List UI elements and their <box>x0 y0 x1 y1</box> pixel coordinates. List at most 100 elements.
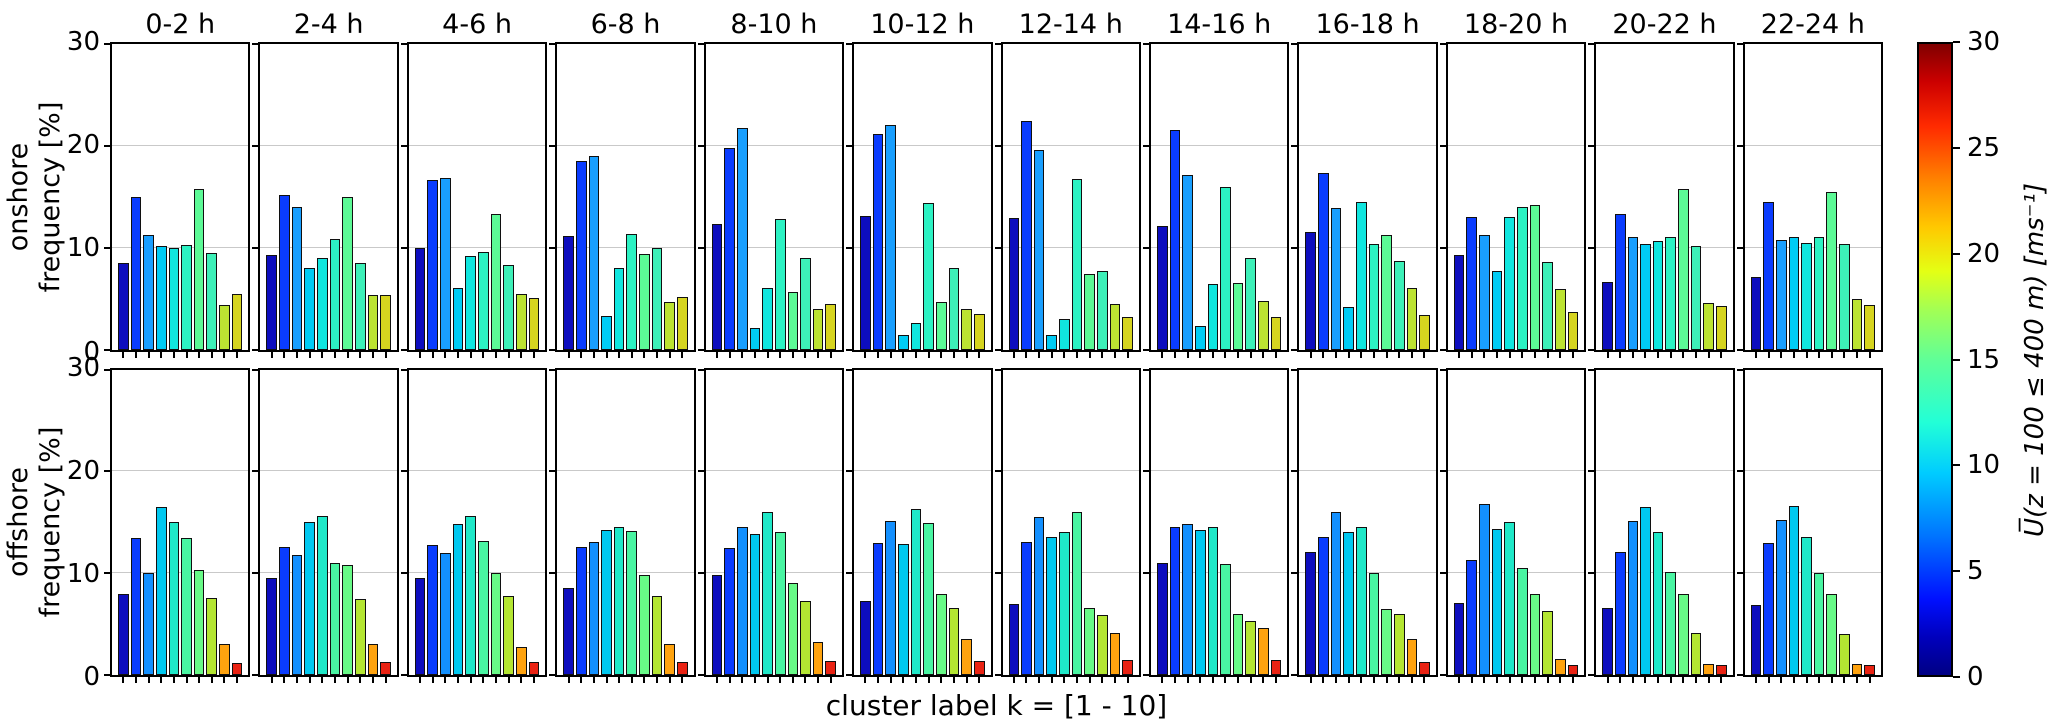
subplot-onshore-6-8h <box>549 42 696 358</box>
bar-k10 <box>380 661 391 675</box>
gridline <box>1744 246 1882 248</box>
ylabel-text: onshore frequency [%] <box>3 37 66 357</box>
gridline <box>1596 572 1733 574</box>
y-tick-label: 10 <box>66 233 100 264</box>
x-tick <box>664 677 675 684</box>
x-tick-mark <box>1360 677 1363 683</box>
bar-k2 <box>1614 214 1626 350</box>
y-tick-mark <box>1291 144 1298 147</box>
x-ticks <box>1003 677 1139 684</box>
bar-k9 <box>1109 633 1121 675</box>
x-tick-mark <box>520 677 523 683</box>
x-tick <box>194 351 205 359</box>
x-tick-mark <box>877 677 880 683</box>
x-tick-mark <box>1657 677 1660 683</box>
x-tick-mark <box>1038 677 1041 683</box>
bar-k2 <box>130 537 142 675</box>
x-tick-mark <box>1334 677 1337 683</box>
x-tick <box>1356 677 1367 684</box>
x-tick <box>1009 351 1020 359</box>
y-tick-mark <box>1291 348 1298 351</box>
x-tick <box>775 351 786 359</box>
bar-k6 <box>774 532 786 675</box>
x-tick-mark <box>1050 677 1053 683</box>
x-tick <box>1059 677 1070 684</box>
bar-k5 <box>465 516 477 675</box>
x-ticks <box>854 351 990 359</box>
colorbar-tick-label: 15 <box>1967 344 2001 375</box>
subplot-onshore-22-24h <box>1736 42 1884 358</box>
x-ticks <box>409 677 545 684</box>
colorbar-tick-mark <box>1953 146 1960 149</box>
x-tick <box>1318 351 1329 359</box>
gridline <box>112 246 249 248</box>
x-tick-mark <box>236 351 239 358</box>
bar-k8 <box>1393 613 1405 675</box>
x-tick-mark <box>1025 351 1028 358</box>
subplot-offshore-0-2h <box>104 367 251 683</box>
y-tick-mark <box>104 246 110 249</box>
bar-k10 <box>1419 314 1430 350</box>
bars-group <box>1745 44 1881 350</box>
y-tick-mark <box>994 572 1001 575</box>
x-tick-mark <box>371 351 374 358</box>
x-tick-mark <box>1546 677 1549 683</box>
x-tick <box>465 677 476 684</box>
x-tick-mark <box>741 351 744 358</box>
x-tick <box>1122 677 1133 684</box>
x-tick-mark <box>1818 677 1821 683</box>
bars-group <box>260 44 396 350</box>
gridline <box>1299 470 1436 472</box>
bar-k5 <box>1801 242 1812 350</box>
x-tick-mark <box>766 677 769 683</box>
x-tick <box>1343 351 1354 359</box>
bar-k1 <box>1305 551 1317 675</box>
x-tick <box>1542 351 1553 359</box>
panel-title: 4-6 h <box>442 9 512 40</box>
x-tick-mark <box>359 677 362 683</box>
gridline <box>1299 572 1436 574</box>
colorbar-tick-mark <box>1953 464 1960 467</box>
bar-k8 <box>1245 621 1257 675</box>
x-tick-mark <box>889 351 892 358</box>
bar-k3 <box>291 206 303 350</box>
x-tick <box>949 351 960 359</box>
gridline <box>1002 144 1139 146</box>
bar-k9 <box>1703 302 1714 350</box>
gridline <box>1447 144 1585 146</box>
bars-group <box>1448 370 1584 675</box>
x-tick <box>1628 677 1639 684</box>
x-tick-mark <box>321 351 324 358</box>
x-tick <box>131 351 142 359</box>
gridline <box>1744 470 1882 472</box>
x-tick-mark <box>1843 351 1846 358</box>
panel-title: 0-2 h <box>145 9 216 40</box>
gridline <box>1596 470 1733 472</box>
gridline <box>260 144 397 146</box>
x-tick <box>1542 677 1553 684</box>
x-tick <box>206 677 217 684</box>
x-tick <box>304 351 315 359</box>
x-tick <box>762 351 773 359</box>
x-tick <box>1318 677 1329 684</box>
offshore-row: offshore frequency [%] 0 10 20 30 <box>3 355 1884 690</box>
x-tick-mark <box>728 351 731 358</box>
y-tick-mark <box>1588 246 1595 249</box>
bars-group <box>112 370 248 675</box>
bar-k4 <box>452 524 464 675</box>
x-tick-mark <box>817 351 820 358</box>
x-tick-mark <box>1606 677 1609 683</box>
bar-k7 <box>935 301 947 350</box>
x-tick-mark <box>444 351 447 358</box>
x-tick-mark <box>1631 677 1634 683</box>
x-tick <box>219 351 230 359</box>
colorbar-body: 0 5 10 15 20 25 30 <box>1917 29 2000 690</box>
x-ticks <box>854 677 990 684</box>
bar-k3 <box>1627 237 1639 350</box>
x-tick <box>1602 677 1613 684</box>
x-tick-mark <box>1631 351 1634 358</box>
x-tick-mark <box>1334 351 1337 358</box>
x-tick-mark <box>1101 677 1104 683</box>
y-tick-mark <box>697 470 704 473</box>
x-tick <box>1220 351 1231 359</box>
